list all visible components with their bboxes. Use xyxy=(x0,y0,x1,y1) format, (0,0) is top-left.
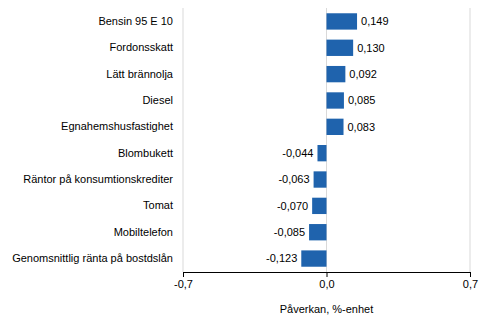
bar xyxy=(327,92,344,108)
category-label: Fordonsskatt xyxy=(109,41,173,53)
y-tick: Lätt brännolja xyxy=(106,68,174,80)
bar xyxy=(327,119,344,135)
data-label: -0,044 xyxy=(282,147,313,159)
y-tick: Tomat xyxy=(143,199,173,211)
data-label: -0,123 xyxy=(266,252,297,264)
bar xyxy=(312,198,326,214)
category-label: Blombukett xyxy=(118,147,173,159)
category-label: Lätt brännolja xyxy=(106,68,174,80)
bar xyxy=(309,224,326,240)
data-label: 0,085 xyxy=(348,94,376,106)
x-tick-mark xyxy=(470,272,471,277)
grid-line xyxy=(183,8,184,272)
category-label: Mobiltelefon xyxy=(114,226,173,238)
bar xyxy=(301,250,326,266)
x-tick-label: 0,7 xyxy=(463,278,478,290)
category-label: Räntor på konsumtionskrediter xyxy=(23,173,173,185)
category-label: Tomat xyxy=(143,199,173,211)
x-tick-label: -0,7 xyxy=(174,278,193,290)
x-tick-label: 0,0 xyxy=(319,278,334,290)
data-label: 0,083 xyxy=(348,121,376,133)
data-label: 0,092 xyxy=(349,68,377,80)
category-label: Bensin 95 E 10 xyxy=(98,15,173,27)
x-axis-title: Påverkan, %-enhet xyxy=(280,303,374,315)
data-label: -0,070 xyxy=(277,200,308,212)
x-tick-mark xyxy=(183,272,184,277)
chart: -0,7 0,0 0,7 Bensin 95 E 10 Fordonsskatt Lätt… xyxy=(0,0,491,327)
bars xyxy=(301,13,357,266)
y-tick: Egnahemshusfastighet xyxy=(61,120,173,132)
category-label: Egnahemshusfastighet xyxy=(61,120,173,132)
y-tick: Bensin 95 E 10 xyxy=(98,15,173,27)
y-tick: Räntor på konsumtionskrediter xyxy=(23,173,173,185)
x-axis: -0,7 0,0 0,7 xyxy=(174,272,478,290)
y-axis: Bensin 95 E 10 Fordonsskatt Lätt brännolja… xyxy=(12,15,174,264)
x-tick: -0,7 xyxy=(174,272,193,290)
x-tick: 0,7 xyxy=(463,272,478,290)
data-label: 0,130 xyxy=(357,42,385,54)
bar xyxy=(327,13,358,29)
y-tick: Fordonsskatt xyxy=(109,41,173,53)
x-tick-mark xyxy=(327,272,328,277)
category-label: Genomsnittlig ränta på bostdslån xyxy=(12,252,173,264)
y-tick: Blombukett xyxy=(118,147,173,159)
grid xyxy=(183,8,470,272)
bar xyxy=(327,40,354,56)
data-label: -0,085 xyxy=(274,226,305,238)
bar xyxy=(317,145,326,161)
x-tick: 0,0 xyxy=(319,272,334,290)
plot: -0,7 0,0 0,7 Bensin 95 E 10 Fordonsskatt Lätt… xyxy=(12,8,478,290)
y-tick: Mobiltelefon xyxy=(114,226,173,238)
data-label: -0,063 xyxy=(278,173,309,185)
category-label: Diesel xyxy=(142,94,173,106)
y-tick: Genomsnittlig ränta på bostdslån xyxy=(12,252,173,264)
data-label: 0,149 xyxy=(361,15,389,27)
grid-line xyxy=(470,8,471,272)
data-labels: 0,149 0,130 0,092 0,085 0,083 -0,044 -0,063 -0,… xyxy=(266,15,388,264)
y-tick: Diesel xyxy=(142,94,173,106)
bar xyxy=(327,66,346,82)
bar xyxy=(314,171,327,187)
